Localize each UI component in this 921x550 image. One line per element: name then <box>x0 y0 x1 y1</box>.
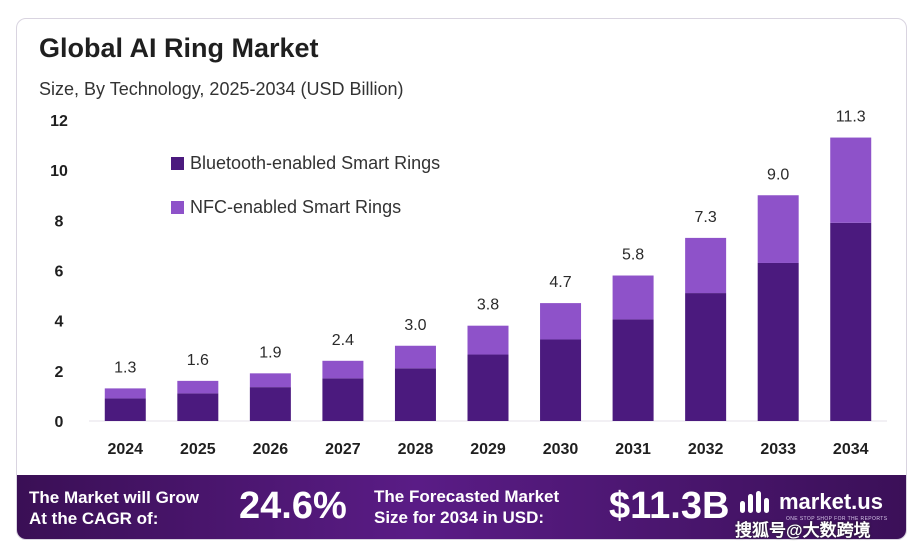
bar-bluetooth-2031 <box>612 319 654 421</box>
bar-nfc-2028 <box>394 345 436 369</box>
bar-bluetooth-2033 <box>757 262 799 421</box>
y-tick-label: 0 <box>55 414 64 431</box>
cagr-caption: The Market will Grow At the CAGR of: <box>29 487 199 529</box>
x-tick-label-2033: 2033 <box>760 441 796 458</box>
bar-bluetooth-2034 <box>830 222 872 421</box>
forecast-caption-line1: The Forecasted Market <box>374 487 560 506</box>
forecast-caption: The Forecasted Market Size for 2034 in U… <box>374 486 559 528</box>
chart-frame: Global AI Ring Market Size, By Technolog… <box>16 18 907 540</box>
y-tick-label: 8 <box>55 213 64 230</box>
bar-nfc-2027 <box>322 360 364 379</box>
bar-nfc-2034 <box>830 137 872 223</box>
total-label-2024: 1.3 <box>114 359 136 376</box>
cagr-caption-line2: At the CAGR of: <box>29 509 159 528</box>
x-tick-label-2028: 2028 <box>398 441 434 458</box>
forecast-value: $11.3B <box>609 485 730 527</box>
y-tick-label: 6 <box>55 264 64 281</box>
bar-bluetooth-2032 <box>685 293 727 421</box>
total-label-2026: 1.9 <box>259 344 281 361</box>
bar-nfc-2024 <box>104 388 146 399</box>
bar-nfc-2029 <box>467 325 509 355</box>
y-tick-label: 12 <box>50 113 68 130</box>
bar-nfc-2032 <box>685 237 727 294</box>
total-label-2027: 2.4 <box>332 332 354 349</box>
total-label-2033: 9.0 <box>767 166 789 183</box>
bar-nfc-2031 <box>612 275 654 320</box>
bar-bluetooth-2027 <box>322 378 364 421</box>
watermark: 搜狐号@大数跨境 <box>735 521 871 540</box>
legend-label-nfc: NFC-enabled Smart Rings <box>190 197 401 217</box>
chart-title: Global AI Ring Market <box>39 33 319 63</box>
cagr-caption-line1: The Market will Grow <box>29 488 200 507</box>
chart-subtitle: Size, By Technology, 2025-2034 (USD Bill… <box>39 79 404 99</box>
total-label-2028: 3.0 <box>404 317 426 334</box>
total-label-2025: 1.6 <box>187 352 209 369</box>
bar-bluetooth-2024 <box>104 398 146 421</box>
bar-bluetooth-2029 <box>467 354 509 421</box>
x-tick-label-2026: 2026 <box>253 441 289 458</box>
x-tick-label-2024: 2024 <box>107 441 143 458</box>
x-tick-label-2030: 2030 <box>543 441 579 458</box>
bar-nfc-2030 <box>540 303 582 340</box>
bar-bluetooth-2025 <box>177 393 219 421</box>
x-tick-label-2029: 2029 <box>470 441 506 458</box>
bar-nfc-2033 <box>757 195 799 263</box>
total-label-2029: 3.8 <box>477 297 499 314</box>
legend-swatch-nfc <box>171 201 184 214</box>
y-tick-label: 4 <box>55 314 64 331</box>
x-tick-label-2027: 2027 <box>325 441 361 458</box>
market-us-logo-icon <box>740 491 769 513</box>
total-label-2030: 4.7 <box>549 274 571 291</box>
x-tick-label-2034: 2034 <box>833 441 869 458</box>
bar-bluetooth-2030 <box>540 339 582 421</box>
legend-swatch-bluetooth <box>171 157 184 170</box>
brand-tagline: ONE STOP SHOP FOR THE REPORTS <box>786 516 888 522</box>
x-tick-label-2025: 2025 <box>180 441 216 458</box>
bar-nfc-2025 <box>177 380 219 394</box>
total-label-2031: 5.8 <box>622 247 644 264</box>
footer-banner: The Market will Grow At the CAGR of: 24.… <box>17 475 906 539</box>
brand-logo: market.us <box>739 489 883 515</box>
bar-nfc-2026 <box>249 373 291 388</box>
x-tick-label-2031: 2031 <box>615 441 651 458</box>
brand-name: market.us <box>779 489 883 514</box>
bar-bluetooth-2028 <box>394 368 436 421</box>
cagr-value: 24.6% <box>239 485 347 527</box>
y-tick-label: 10 <box>50 163 68 180</box>
total-label-2032: 7.3 <box>695 209 717 226</box>
total-label-2034: 11.3 <box>836 109 866 126</box>
forecast-caption-line2: Size for 2034 in USD: <box>374 508 545 527</box>
x-tick-label-2032: 2032 <box>688 441 724 458</box>
bar-chart: 0 2 4 6 8 10 12 1.3 2024 1.6 2025 1.9 2026 2.4 2027 3.0… <box>50 109 887 458</box>
legend-label-bluetooth: Bluetooth-enabled Smart Rings <box>190 153 440 173</box>
y-tick-label: 2 <box>55 364 64 381</box>
bar-bluetooth-2026 <box>249 387 291 421</box>
